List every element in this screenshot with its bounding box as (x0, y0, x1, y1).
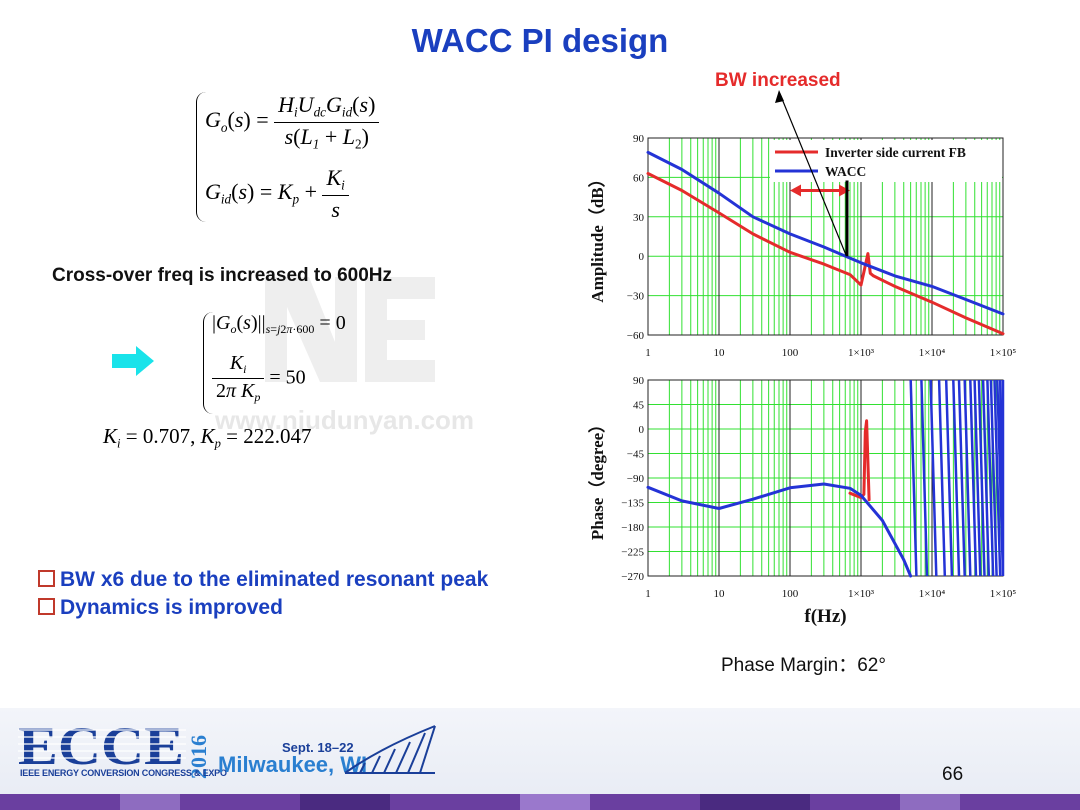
ecce-logo: ECCE (18, 720, 186, 770)
footer-dates: Sept. 18–22 (282, 740, 354, 755)
y-tick-label: −90 (627, 473, 645, 485)
watermark-logo (265, 277, 435, 382)
checkbox-icon (38, 570, 55, 587)
x-tick-label: 1×10⁴ (919, 347, 946, 359)
y-tick-label: −270 (621, 571, 644, 583)
plot-frame (647, 137, 1004, 336)
bullet-list: BW x6 due to the eliminated resonant pea… (38, 566, 488, 622)
y-tick-label: 60 (633, 172, 645, 184)
x-tick-label: 1×10⁴ (919, 588, 946, 600)
y-axis-label: Phase（degree） (587, 416, 607, 540)
footer-city: Milwaukee, WI (218, 752, 368, 777)
phase-margin-label: Phase Margin：62° (721, 655, 886, 676)
svg-text:2016: 2016 (186, 735, 210, 779)
bullet-item: BW x6 due to the eliminated resonant pea… (38, 566, 488, 594)
y-tick-label: −225 (621, 547, 644, 559)
y-axis-label: Amplitude（dB） (587, 170, 607, 302)
y-tick-label: −135 (621, 498, 644, 510)
leader-line (779, 93, 847, 256)
series-line-wacc (646, 482, 913, 578)
y-tick-label: −60 (627, 330, 645, 342)
bw-increased-label: BW increased (715, 70, 841, 91)
footer-color-strip (0, 794, 1080, 810)
y-tick-label: 0 (639, 251, 645, 263)
bw-arrow-right (839, 184, 850, 197)
watermark-text: www.njudunyan.com (215, 405, 475, 435)
x-axis-label: f(Hz) (804, 606, 846, 627)
x-tick-label: 10 (714, 347, 726, 359)
checkbox-icon (38, 598, 55, 615)
y-tick-label: 90 (633, 375, 645, 387)
bw-arrow-left (790, 184, 801, 197)
x-tick-label: 1 (645, 588, 651, 600)
y-tick-label: 30 (633, 212, 645, 224)
right-arrow-icon (112, 346, 154, 376)
x-tick-label: 1×10⁵ (990, 588, 1017, 600)
page-number: 66 (942, 764, 964, 785)
slide-title: WACC PI design (411, 22, 669, 59)
series-line-wacc (646, 150, 1005, 316)
legend-box (770, 140, 1002, 182)
equation-ratio: Ki 2π Kp = 50 (212, 352, 306, 405)
footer-banner (0, 708, 1080, 810)
x-tick-label: 1×10³ (848, 588, 875, 600)
y-tick-label: −45 (627, 449, 645, 461)
crossover-statement: Cross-over freq is increased to 600Hz (52, 265, 393, 286)
bode-panel-0: −60 −30 0 30 60 90 1 10 100 1×10³ 1×10⁴ 1×10⁵ Amplit… (587, 90, 1016, 359)
ecce-year: 2016 (186, 735, 210, 779)
equation-magnitude: |Go(s)||s=j2π·600 = 0 (212, 312, 346, 337)
legend-label: WACC (825, 164, 866, 179)
x-tick-label: 100 (782, 588, 799, 600)
x-tick-label: 10 (714, 588, 726, 600)
bw-annotation (775, 90, 850, 257)
series-line-wacc-wrap (909, 379, 1005, 577)
bridge-logo (344, 725, 436, 774)
footer-subtitle: IEEE ENERGY CONVERSION CONGRESS & EXPO (20, 768, 227, 778)
equation-result: Ki = 0.707, Kp = 222.047 (103, 424, 312, 451)
x-tick-label: 1 (645, 347, 651, 359)
leader-arrowhead (775, 90, 784, 103)
equation-gid: Gid(s) = Kp + Ki s (205, 165, 349, 223)
legend-label: Inverter side current FB (825, 145, 966, 160)
x-tick-label: 1×10⁵ (990, 347, 1017, 359)
series-line-inverter-side-current-fb (848, 419, 871, 502)
x-tick-label: 1×10³ (848, 347, 875, 359)
bullet-item: Dynamics is improved (38, 594, 488, 622)
x-tick-label: 100 (782, 347, 799, 359)
series-line-inverter-side-current-fb (646, 172, 1005, 336)
y-tick-label: −180 (621, 522, 644, 534)
y-tick-label: 90 (633, 133, 645, 145)
y-tick-label: 0 (639, 424, 645, 436)
chart-legend: Inverter side current FB WACC (770, 140, 1002, 182)
ecce-logo-text: ECCE (18, 720, 184, 770)
equation-go: Go(s) = HiUdcGid(s) s(L1 + L2) (205, 92, 380, 152)
y-tick-label: −30 (627, 291, 645, 303)
y-tick-label: 45 (633, 400, 645, 412)
bode-panel-1: −270 −225 −180 −135 −90 −45 0 45 90 1 10 100 1×10³ 1×… (587, 375, 1016, 627)
